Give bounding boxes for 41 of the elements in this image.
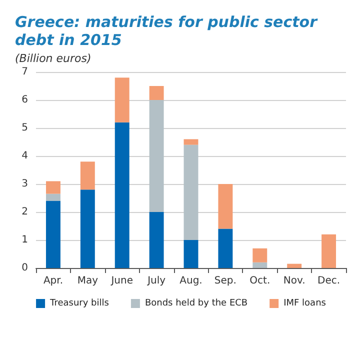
bar (80, 190, 95, 268)
bar (80, 162, 95, 190)
chart-title: Greece: maturities for public sector debt in 2015 (15, 13, 319, 49)
x-tick-label: June (110, 276, 133, 286)
y-tick-label: 2 (22, 206, 28, 218)
bar (149, 86, 164, 100)
bar (114, 122, 130, 268)
y-tick-label: 1 (22, 234, 28, 246)
x-tick-label: Dec. (318, 276, 340, 286)
x-tick-label: May (77, 276, 98, 286)
legend-label: Bonds held by the ECB (144, 298, 248, 308)
chart-subtitle: (Billion euros) (15, 52, 92, 65)
x-tick-label: Apr. (43, 276, 64, 286)
y-tick-label: 3 (22, 178, 28, 190)
x-tick-label: Oct. (250, 276, 270, 286)
bar (46, 181, 60, 194)
x-tick-label: Sep. (214, 276, 236, 286)
bar (46, 194, 60, 201)
y-tick-label: 6 (22, 94, 28, 106)
y-tick-label: 4 (22, 150, 28, 162)
bar (114, 78, 130, 122)
bar (252, 248, 268, 262)
bar (218, 184, 233, 229)
x-tick-label: Nov. (283, 276, 306, 286)
bar (322, 234, 336, 268)
y-tick-label: 7 (22, 66, 28, 78)
bar (218, 228, 233, 268)
bar (287, 264, 302, 268)
legend-label: IMF loans (284, 298, 326, 308)
legend-label: Treasury bills (49, 298, 110, 308)
bar (149, 100, 164, 212)
x-tick-label: Aug. (180, 276, 202, 286)
bar (46, 200, 60, 268)
bar (184, 144, 198, 240)
x-tick-label: July (146, 276, 166, 286)
y-tick-label: 5 (22, 122, 28, 134)
bar (149, 212, 164, 268)
bar (184, 139, 198, 145)
y-tick-label: 0 (22, 262, 28, 274)
bar (252, 262, 268, 268)
bar (184, 240, 198, 268)
